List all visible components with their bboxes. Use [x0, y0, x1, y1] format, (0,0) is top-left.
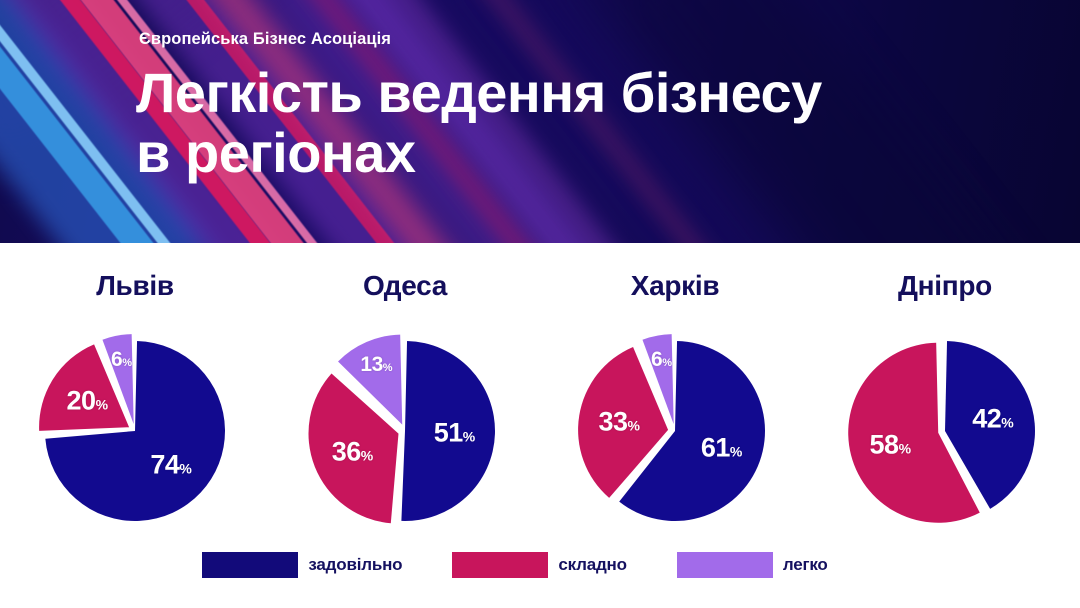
percent-sign: % — [662, 357, 673, 370]
pie-slice — [578, 346, 669, 498]
pie-graphic: 74% 20% 6% — [20, 316, 250, 546]
pie-slice-percent-value: 6 — [111, 348, 123, 372]
pie-chart-1: Львів 74% 20% 6% — [0, 243, 270, 543]
pie-slice — [308, 373, 399, 524]
legend-label: задовільно — [308, 555, 403, 574]
pie-slice-percent-value: 42 — [972, 403, 1002, 434]
percent-sign: % — [729, 443, 743, 460]
pie-slice-percent-label: 74% — [150, 449, 192, 480]
pie-slice — [102, 334, 134, 425]
pie-slice — [945, 341, 1035, 509]
pie-slice-percent-value: 36 — [331, 436, 362, 467]
pie-slice-percent-label: 61% — [701, 432, 743, 463]
pie-chart-2: Одеса 51% 36% 13% — [270, 243, 540, 543]
pie-slice-percent-label: 6% — [651, 348, 672, 372]
percent-sign: % — [462, 428, 476, 445]
legend-color-swatch — [452, 552, 549, 578]
percent-sign: % — [179, 460, 192, 477]
pie-slice-percent-value: 13 — [360, 353, 383, 377]
pie-svg — [308, 334, 496, 524]
percent-sign: % — [1001, 414, 1014, 431]
association-name: Європейська Бізнес Асоціація — [139, 30, 392, 48]
pie-graphic: 51% 36% 13% — [290, 316, 520, 546]
pie-slice-percent-label: 36% — [332, 436, 374, 467]
pie-slice — [619, 341, 765, 521]
page-title-line-2: в регіонах — [136, 121, 416, 185]
pie-slice-percent-value: 51 — [433, 417, 464, 448]
percent-sign: % — [627, 417, 640, 434]
legend-label: складно — [558, 555, 627, 574]
percent-sign: % — [122, 357, 133, 370]
pie-svg — [578, 334, 765, 521]
pie-slice-percent-value: 61 — [700, 432, 731, 463]
pie-graphic: 61% 33% 6% — [560, 316, 790, 546]
chart-city-title: Харків — [630, 270, 720, 301]
page-title: Легкість ведення бізнесу в регіонах — [136, 61, 966, 185]
pie-slice — [45, 341, 226, 521]
percent-sign: % — [382, 362, 393, 375]
legend-label: легко — [782, 555, 828, 574]
pie-slice — [338, 334, 403, 425]
pie-chart-4: Дніпро 42% 58% — [810, 243, 1080, 543]
pie-slice — [642, 334, 674, 425]
pie-slice-percent-value: 6 — [651, 348, 663, 372]
legend-item-2[interactable]: складно — [452, 552, 676, 578]
pie-slice — [401, 341, 496, 521]
pie-charts-row: Львів 74% 20% 6% Одеса 51% 36% 13% Харків 61% 33% 6… — [0, 243, 1080, 543]
pie-slice-percent-value: 33 — [598, 406, 628, 437]
pie-slice-percent-value: 20 — [66, 385, 97, 416]
legend-color-swatch — [676, 552, 773, 578]
pie-svg — [848, 341, 1035, 523]
pie-svg — [39, 334, 226, 521]
legend-item-1[interactable]: задовільно — [202, 552, 452, 578]
pie-chart-3: Харків 61% 33% 6% — [540, 243, 810, 543]
pie-slice-percent-label: 13% — [360, 353, 392, 377]
percent-sign: % — [95, 396, 109, 413]
pie-slice — [848, 342, 980, 523]
pie-slice — [39, 344, 130, 431]
page-title-line-1: Легкість ведення бізнесу — [136, 61, 822, 124]
percent-sign: % — [898, 440, 912, 457]
pie-slice-percent-value: 74 — [150, 449, 180, 480]
chart-city-title: Львів — [96, 270, 174, 301]
pie-slice-percent-label: 6% — [111, 348, 132, 372]
pie-slice-percent-label: 20% — [67, 385, 109, 416]
chart-city-title: Дніпро — [898, 270, 992, 301]
legend-color-swatch — [202, 552, 299, 578]
pie-graphic: 42% 58% — [830, 316, 1060, 546]
header-banner: Європейська Бізнес Асоціація Легкість ве… — [0, 0, 1080, 243]
chart-city-title: Одеса — [362, 270, 448, 301]
pie-slice-percent-label: 33% — [598, 407, 640, 438]
legend-item-3[interactable]: легко — [676, 552, 878, 578]
pie-slice-percent-label: 58% — [870, 430, 912, 461]
pie-slice-percent-value: 58 — [869, 429, 900, 460]
chart-legend: задовільно складно легко — [0, 552, 1080, 578]
pie-slice-percent-label: 42% — [972, 403, 1014, 434]
percent-sign: % — [360, 447, 374, 464]
pie-slice-percent-label: 51% — [434, 417, 476, 448]
